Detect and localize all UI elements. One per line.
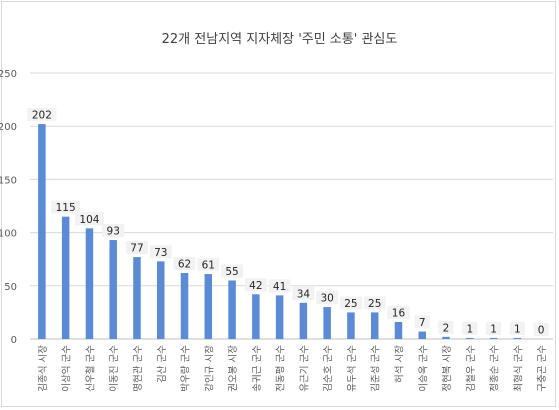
x-tick-label: 정종순 군수 <box>490 345 501 392</box>
y-tick-label: 150 <box>0 175 17 186</box>
data-label-bg <box>268 279 291 293</box>
data-label: 202 <box>32 110 52 122</box>
data-label-bg <box>74 212 104 226</box>
chart-title: 22개 전남지역 지자체장 '주민 소통' 관심도 <box>161 32 398 47</box>
bar <box>347 312 355 339</box>
bar <box>442 336 450 339</box>
x-tick-label: 김철우 군수 <box>465 345 477 392</box>
bar <box>370 312 379 339</box>
data-label-bg <box>438 320 454 334</box>
x-tick-label: 송귀근 군수 <box>252 345 263 392</box>
bar <box>323 307 331 339</box>
data-label-bg <box>316 291 339 305</box>
data-label: 41 <box>273 281 286 293</box>
bar <box>299 302 308 339</box>
bar <box>275 295 284 339</box>
bar <box>513 337 522 339</box>
data-label: 25 <box>368 298 381 310</box>
data-label: 1 <box>514 323 521 335</box>
data-label-bg <box>244 278 267 292</box>
x-tick-label: 전동평 군수 <box>276 345 287 392</box>
data-label-bg <box>414 315 430 329</box>
data-label-bg <box>533 323 549 336</box>
x-tick-label: 구충곤 군수 <box>537 345 548 392</box>
x-tick-label: 강인규 시장 <box>204 345 215 392</box>
data-label: 34 <box>297 288 311 300</box>
data-label-bg <box>387 305 410 319</box>
data-label: 61 <box>202 260 215 272</box>
bar <box>418 331 426 339</box>
y-tick-label: 0 <box>11 335 17 346</box>
data-label-bg <box>363 296 386 310</box>
data-label-bg <box>486 321 502 335</box>
y-tick-label: 200 <box>0 122 17 133</box>
data-label: 30 <box>320 293 333 305</box>
data-label: 73 <box>154 247 167 259</box>
bar <box>133 257 141 339</box>
data-label-bg <box>509 321 525 335</box>
x-tick-label: 이동진 군수 <box>109 345 120 392</box>
data-label: 16 <box>392 307 406 319</box>
bar <box>252 294 260 339</box>
data-label: 42 <box>249 280 262 292</box>
data-label: 62 <box>178 259 191 271</box>
data-label: 2 <box>443 322 450 334</box>
data-label-bg <box>197 258 220 272</box>
bar <box>157 261 165 339</box>
x-tick-label: 허석 시장 <box>394 345 405 383</box>
data-label-bg <box>173 257 196 271</box>
y-tick-label: 250 <box>0 69 17 80</box>
bar <box>228 280 236 339</box>
x-tick-label: 권오봉 시장 <box>227 345 239 392</box>
data-label-bg <box>292 286 315 300</box>
bar <box>489 337 498 339</box>
x-tick-label: 김준성 군수 <box>370 345 382 392</box>
bar <box>61 216 70 339</box>
data-label: 104 <box>79 214 99 226</box>
x-tick-label: 김종식 시장 <box>37 345 49 392</box>
x-tick-label: 최형식 군수 <box>513 345 524 392</box>
y-tick-label: 100 <box>0 229 17 240</box>
bar <box>38 124 46 340</box>
data-label-bg <box>339 296 362 310</box>
x-tick-label: 김산 군수 <box>156 345 168 383</box>
data-label: 77 <box>130 243 143 255</box>
data-label: 25 <box>344 298 357 310</box>
data-label-bg <box>27 108 57 122</box>
data-label-bg <box>102 224 125 238</box>
data-label-bg <box>149 245 172 259</box>
x-tick-label: 박우량 군수 <box>180 345 192 392</box>
x-tick-label: 정현복 시장 <box>442 345 453 392</box>
x-tick-label: 신우철 군수 <box>85 345 96 392</box>
data-label: 7 <box>419 317 426 329</box>
bar <box>180 273 189 339</box>
x-tick-label: 이승옥 군수 <box>418 345 429 392</box>
data-label-bg <box>462 321 478 335</box>
data-label: 115 <box>56 202 76 214</box>
x-tick-label: 유두석 군수 <box>347 345 358 392</box>
bar <box>109 240 117 339</box>
data-label: 1 <box>490 323 497 335</box>
bar <box>85 228 94 339</box>
x-tick-label: 김순호 군수 <box>322 345 334 392</box>
data-label: 93 <box>107 226 120 238</box>
bar <box>466 337 474 339</box>
data-label: 55 <box>225 266 238 278</box>
data-label-bg <box>51 200 81 214</box>
data-label: 0 <box>538 325 545 337</box>
x-tick-label: 이상익 군수 <box>61 345 73 392</box>
bar <box>204 274 213 339</box>
y-tick-label: 50 <box>4 282 17 293</box>
x-tick-label: 명현관 군수 <box>133 345 144 392</box>
data-label-bg <box>125 241 148 255</box>
data-label-bg <box>221 264 244 278</box>
data-label: 1 <box>466 323 473 335</box>
bar <box>394 321 403 339</box>
x-tick-label: 유근기 군수 <box>299 345 310 392</box>
